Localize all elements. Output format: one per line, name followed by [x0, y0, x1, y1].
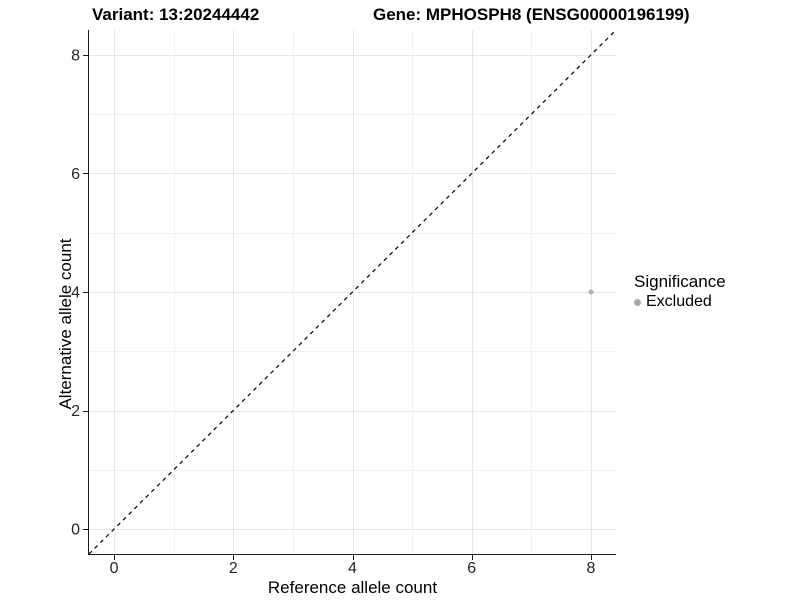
plot-title-gene: Gene: MPHOSPH8 (ENSG00000196199): [373, 5, 690, 24]
y-tick-label: 6: [71, 166, 80, 183]
y-tick-label: 4: [71, 285, 80, 302]
legend-entry-label: Excluded: [646, 293, 712, 310]
data-point: [588, 289, 594, 295]
x-tick-label: 2: [229, 560, 238, 577]
legend-dot-icon: [634, 298, 641, 306]
x-tick-label: 4: [348, 560, 357, 577]
legend-entry-excluded: Excluded: [634, 293, 726, 311]
y-axis-title: Alternative allele count: [56, 238, 75, 410]
plot-title-variant: Variant: 13:20244442: [92, 5, 260, 24]
legend-title: Significance: [634, 272, 726, 291]
identity-line: [88, 29, 617, 555]
x-tick-label: 0: [110, 560, 119, 577]
x-tick-label: 8: [587, 560, 596, 577]
y-tick-label: 2: [71, 403, 80, 420]
x-tick-label: 6: [467, 560, 476, 577]
x-axis-title: Reference allele count: [267, 578, 438, 597]
y-tick-label: 0: [71, 522, 80, 539]
legend: Significance Excluded: [634, 272, 726, 311]
y-tick-label: 8: [71, 47, 80, 64]
